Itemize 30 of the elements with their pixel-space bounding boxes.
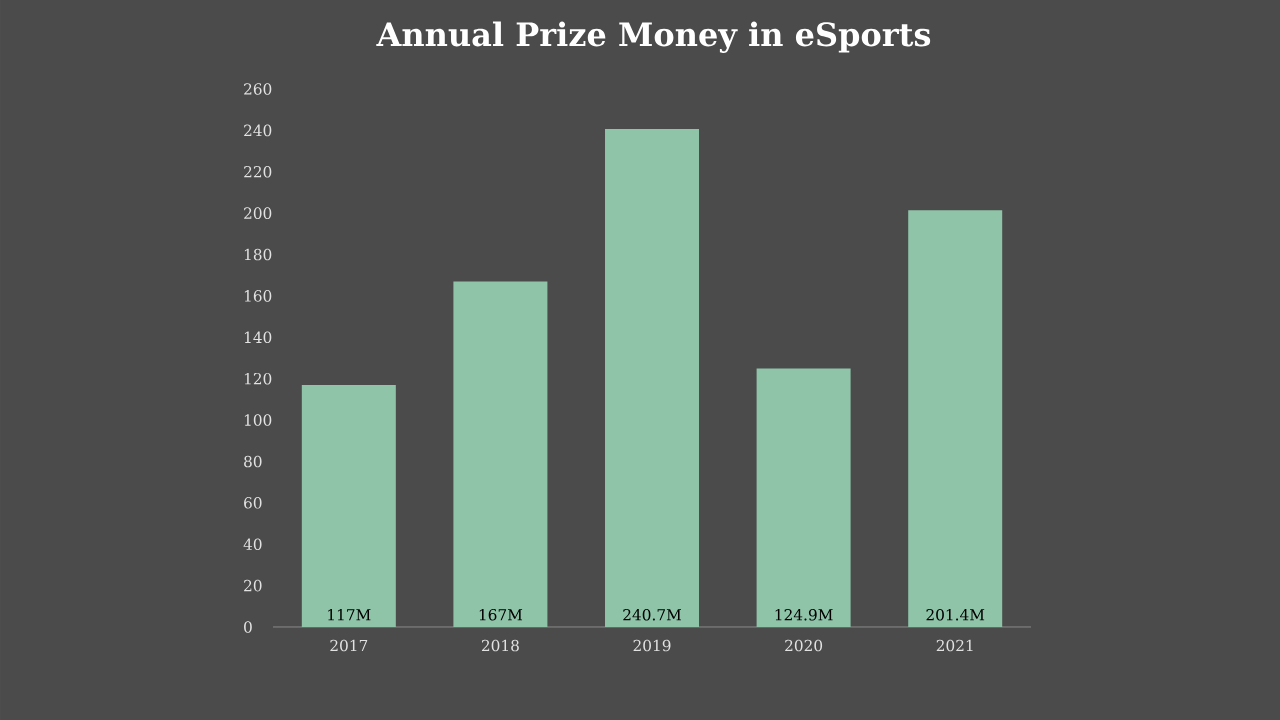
y-tick-label: 160 (244, 290, 272, 302)
data-label: 167M (479, 608, 523, 621)
x-tick-label: 2018 (481, 639, 519, 652)
data-label: 240.7M (623, 608, 681, 621)
x-tick-label: 2019 (633, 639, 671, 652)
y-tick-label: 40 (243, 538, 262, 551)
y-tick-label: 100 (244, 414, 272, 426)
bar (301, 384, 396, 627)
data-label: 201.4M (926, 608, 985, 621)
y-tick-label: 0 (244, 621, 252, 633)
data-label: 117M (328, 608, 371, 621)
chart-title: Annual Prize Money in eSports (376, 21, 931, 54)
y-tick-label: 180 (244, 248, 272, 261)
bar (605, 128, 700, 627)
y-tick-label: 260 (244, 83, 272, 95)
bar (453, 281, 548, 627)
data-label: 124.9M (775, 608, 833, 621)
y-tick-label: 80 (244, 455, 262, 468)
y-tick-label: 60 (244, 497, 262, 509)
x-tick-label: 2020 (785, 639, 823, 652)
bar (908, 210, 1003, 627)
y-tick-label: 200 (244, 207, 272, 219)
y-tick-label: 220 (244, 165, 272, 178)
y-tick-label: 140 (244, 331, 272, 344)
y-tick-label: 120 (244, 372, 272, 385)
x-tick-label: 2021 (936, 639, 973, 652)
y-tick-label: 240 (244, 124, 272, 137)
y-tick-label: 20 (244, 579, 262, 592)
bar (756, 368, 851, 627)
x-tick-label: 2017 (330, 639, 368, 652)
